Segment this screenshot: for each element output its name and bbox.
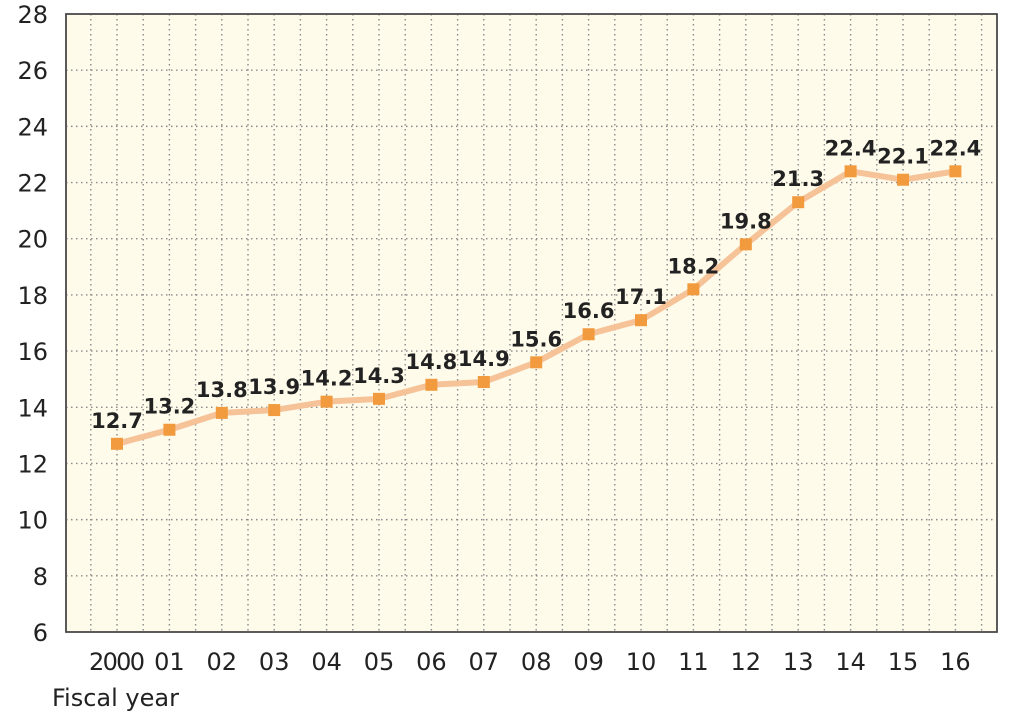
data-label: 22.4 [929, 136, 981, 160]
y-tick-label: 8 [33, 563, 48, 591]
data-point [477, 375, 490, 388]
data-point [373, 392, 385, 405]
x-tick-label: 02 [207, 648, 238, 676]
y-tick-label: 14 [17, 394, 48, 422]
x-tick-label: 16 [940, 648, 971, 676]
data-label: 18.2 [667, 254, 719, 278]
data-markers [111, 165, 962, 450]
x-tick-label: 07 [469, 648, 500, 676]
y-tick-label: 28 [17, 1, 48, 29]
y-tick-label: 16 [17, 338, 48, 366]
data-label: 13.2 [143, 395, 195, 419]
y-tick-label: 6 [33, 619, 48, 647]
data-label: 15.6 [510, 327, 562, 351]
data-point [635, 314, 647, 327]
x-tick-label: 12 [731, 648, 762, 676]
data-label: 14.3 [353, 364, 405, 388]
x-axis-ticks: 2000 01 02 03 04 05 06 07 08 09 10 11 12 13 14 15 16 [89, 648, 971, 676]
data-point [844, 165, 857, 178]
data-point [792, 196, 805, 209]
data-labels: 12.713.213.8 13.9 14.2 14.314.8 14.915.616.6… [91, 136, 981, 432]
data-point [582, 328, 595, 341]
data-label: 13.8 [196, 378, 248, 402]
y-tick-label: 26 [17, 57, 48, 85]
x-tick-label: 14 [835, 648, 866, 676]
y-tick-label: 18 [17, 282, 48, 310]
data-point [739, 238, 752, 251]
plot-area [65, 13, 998, 633]
data-point [111, 437, 123, 450]
x-tick-label: 2000 [89, 648, 145, 676]
data-label: 17.1 [615, 285, 667, 309]
data-label: 21.3 [772, 167, 824, 191]
x-tick-label: 04 [311, 648, 342, 676]
data-label: 16.6 [563, 299, 615, 323]
x-tick-label: 06 [416, 648, 447, 676]
data-label: 13.9 [248, 375, 300, 399]
x-tick-label: 08 [521, 648, 552, 676]
x-tick-label: 10 [626, 648, 657, 676]
x-tick-label: 13 [783, 648, 814, 676]
y-tick-label: 10 [17, 507, 48, 535]
data-point [949, 165, 962, 178]
data-label: 14.9 [458, 347, 510, 371]
y-tick-label: 24 [17, 113, 48, 141]
x-tick-label: 01 [154, 648, 185, 676]
x-tick-label: 09 [573, 648, 604, 676]
data-point [530, 356, 543, 369]
x-tick-label: 11 [678, 648, 709, 676]
data-point [897, 173, 909, 186]
data-label: 22.4 [825, 136, 877, 160]
data-label: 22.1 [877, 145, 929, 169]
x-tick-label: 15 [888, 648, 919, 676]
data-point [425, 378, 438, 391]
y-tick-label: 20 [17, 226, 48, 254]
data-label: 14.2 [301, 367, 353, 391]
data-point [215, 406, 228, 419]
data-point [687, 283, 700, 296]
data-label: 19.8 [720, 209, 772, 233]
y-tick-label: 12 [17, 450, 48, 478]
x-axis-title: Fiscal year [52, 684, 179, 712]
data-point [268, 404, 281, 417]
data-label: 14.8 [405, 350, 457, 374]
x-tick-label: 03 [259, 648, 290, 676]
data-point [163, 423, 176, 436]
data-point [320, 395, 333, 408]
data-label: 12.7 [91, 409, 143, 433]
x-tick-label: 05 [364, 648, 395, 676]
plot-frame [65, 13, 998, 633]
y-tick-label: 22 [17, 170, 48, 198]
grid-lines [65, 13, 998, 633]
y-axis-ticks: 6 8 10 12 14 16 18 20 22 24 26 28 [17, 1, 48, 647]
